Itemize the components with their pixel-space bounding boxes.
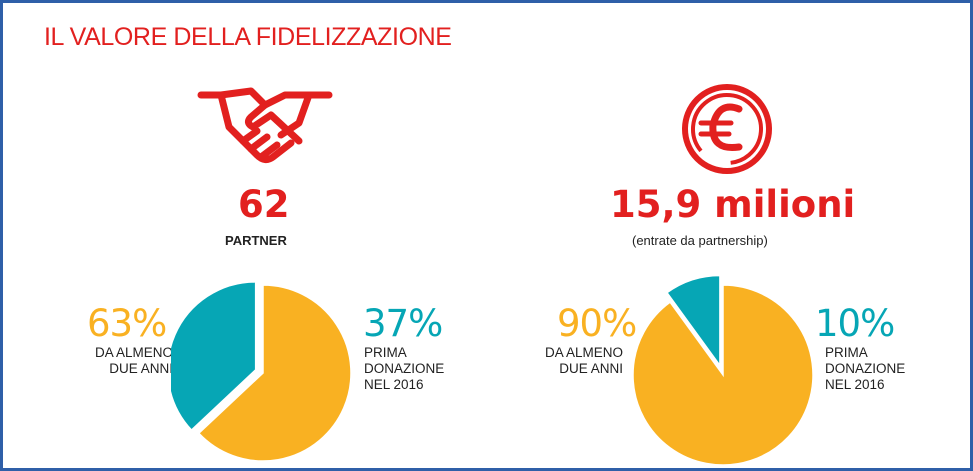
left-gold-desc: DA ALMENO DUE ANNI xyxy=(94,345,173,376)
left-gold-percent: 63% xyxy=(87,302,167,345)
partner-count: 62 xyxy=(238,183,290,226)
left-teal-desc: PRIMA DONAZIONE NEL 2016 xyxy=(364,345,445,392)
left-teal-percent: 37% xyxy=(363,302,443,345)
partner-label: PARTNER xyxy=(225,233,287,248)
euro-icon xyxy=(682,84,772,174)
handshake-icon xyxy=(197,87,333,164)
revenue-value: 15,9 milioni xyxy=(610,183,856,226)
revenue-label: (entrate da partnership) xyxy=(632,233,768,248)
pie-slice-da-almeno-due-anni xyxy=(632,284,814,466)
right-gold-percent: 90% xyxy=(557,302,637,345)
right-pie-chart xyxy=(632,275,814,466)
pie-slice-prima-donazione xyxy=(171,281,257,432)
pie-slice-prima-donazione xyxy=(665,275,721,368)
pie-slice-da-almeno-due-anni xyxy=(197,284,352,462)
left-pie-chart xyxy=(171,281,352,462)
infographic-title: IL VALORE DELLA FIDELIZZAZIONE xyxy=(44,23,452,51)
right-teal-percent: 10% xyxy=(815,302,895,345)
right-teal-desc: PRIMA DONAZIONE NEL 2016 xyxy=(825,345,906,392)
right-gold-desc: DA ALMENO DUE ANNI xyxy=(544,345,623,376)
